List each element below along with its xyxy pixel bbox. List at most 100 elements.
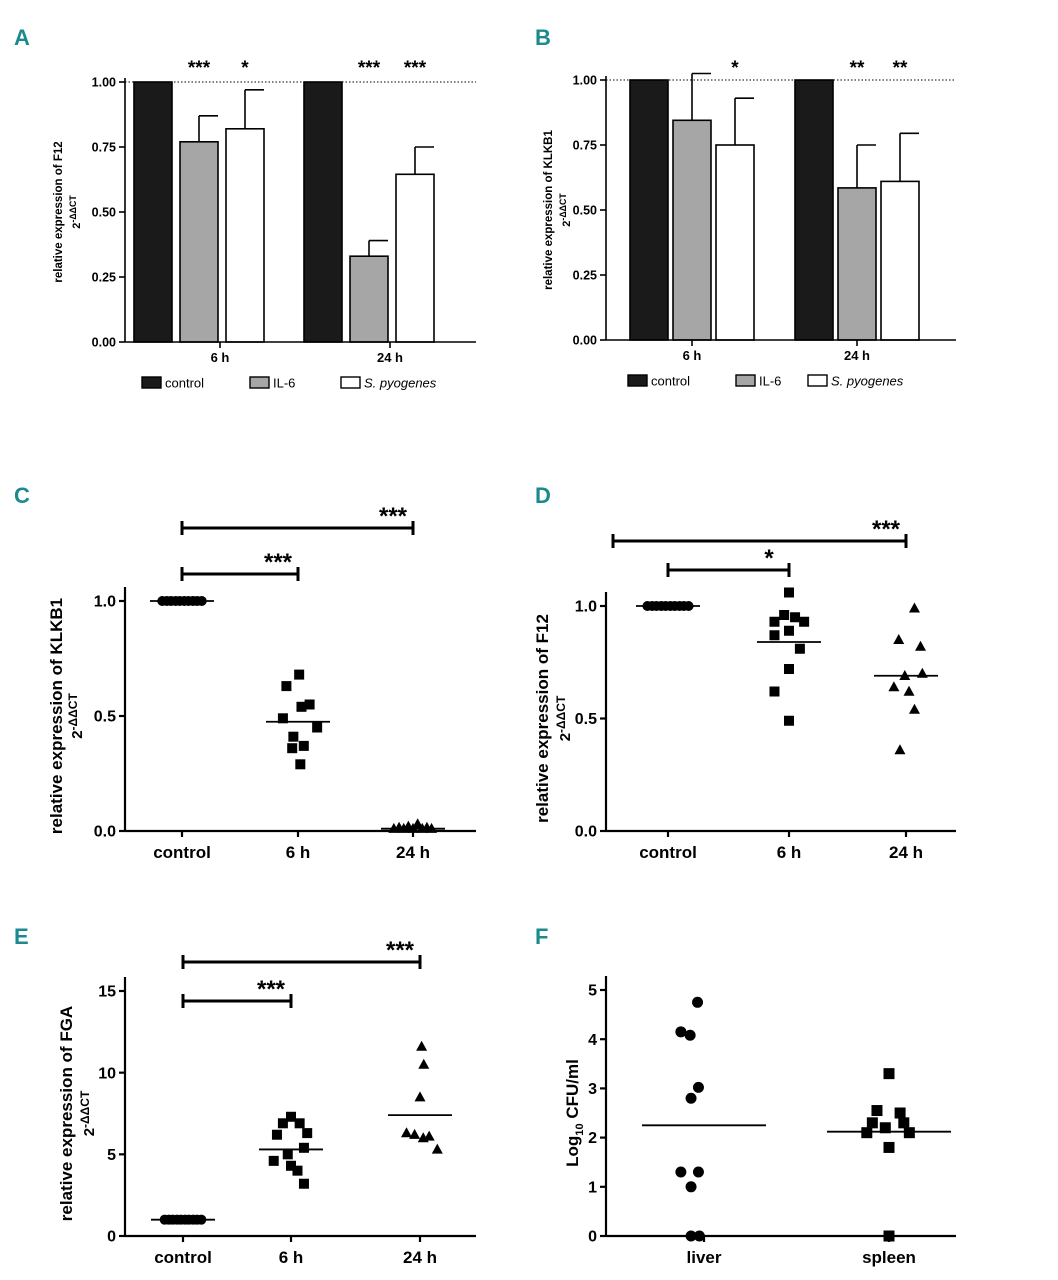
data-point-triangle [908,602,920,613]
y-tick-label: 0 [107,1229,116,1246]
data-point-square [298,740,309,751]
data-point-square [769,686,780,697]
group-liver [642,996,766,1242]
data-point-circle [685,1181,697,1193]
y-axis-label: relative expression of F12 [533,614,552,823]
significance-bracket: * [666,545,791,577]
y-axis-label-text: relative expression of KLKB1 [47,598,66,834]
y-axis-label: relative expression of KLKB1 [543,130,555,290]
legend: control IL-6 S. pyogenes [627,374,904,389]
data-point-square [277,713,288,724]
y-axis-label: relative expression of KLKB1 [47,598,66,834]
data-point-square [294,669,305,680]
bar-il-6-24h [837,187,877,341]
data-point-triangle [908,703,920,714]
y-axis-label-unit: 2-ΔΔCT [554,695,574,741]
legend-label: control [651,374,690,389]
legend-label: IL-6 [759,374,781,389]
data-point-square [784,715,794,726]
data-point-circle [692,1166,704,1178]
group-control [151,1214,215,1225]
data-point-triangle [409,1128,421,1139]
y-axis-unit-base: 2 [71,223,83,229]
panel-letter-D: D [535,483,551,508]
data-point-square [894,1107,906,1119]
y-tick-label: 4 [588,1032,597,1049]
panel-c-scatter-chart: relative expression of KLKB1 2-ΔΔCT 0.0 0.5… [47,503,476,862]
significance-bracket: *** [181,937,422,969]
panel-letter-F: F [535,924,548,949]
y-axis-unit-base: 2 [557,733,574,741]
data-point-circle [675,1166,687,1178]
bar-il-6-6h [672,119,712,341]
y-tick-label: 0.25 [573,268,597,282]
y-tick-label: 0.00 [573,333,597,347]
y-tick-label: 0.25 [92,270,116,284]
legend-swatch-s-pyogenes [807,374,828,387]
x-tick-label: 6 h [211,350,230,365]
data-point-triangle [417,1132,429,1143]
data-point-triangle [915,640,927,651]
data-point-square [784,664,794,674]
bar-s-pyogenes-24h [395,173,435,343]
data-point-square [784,587,794,598]
legend-label: S. pyogenes [831,374,904,389]
x-tick-label: 24 h [396,843,430,862]
panel-letter-A: A [14,25,30,50]
y-axis-label-text: relative expression of F12 [53,141,65,282]
data-point-square [779,610,790,620]
data-point-square [769,616,780,627]
y-axis-label-unit: 2-ΔΔCT [558,193,573,227]
data-point-square [898,1117,910,1129]
y-tick-label: 1 [588,1179,597,1196]
legend-swatch-s-pyogenes [340,376,361,389]
significance-marker: *** [404,58,427,79]
data-point-square [292,1165,303,1176]
y-tick-label: 15 [98,984,116,1001]
y-axis-label-text: relative expression of F12 [533,614,552,823]
x-tick-label: spleen [862,1248,916,1267]
legend-swatch-il-6 [249,376,270,389]
y-tick-label: 0.00 [92,335,116,349]
data-point-triangle [431,1143,443,1154]
x-tick-label: 24 h [889,843,923,862]
data-point-square [879,1122,891,1134]
y-axis-unit-superscript: -ΔΔCT [554,695,568,733]
panel-b-bar-chart: relative expression of KLKB1 2-ΔΔCT*** **0… [543,58,956,389]
y-tick-label: 1.00 [573,73,597,87]
x-tick-label: control [153,843,211,862]
y-tick-label: 0.5 [575,711,597,728]
y-tick-label: 5 [588,983,597,1000]
data-point-square [286,1160,296,1171]
significance-marker: *** [358,58,381,79]
y-axis-label-tail: CFU/ml [563,1059,582,1123]
significance-marker: ** [893,58,908,79]
bar-s-pyogenes-6h [715,144,755,341]
panel-f-scatter-chart: Log10 CFU/ml 0 1 2 3 4 5 liver spleen [563,976,956,1267]
data-point-square [312,722,323,733]
y-axis-label-unit: 2-ΔΔCT [78,1090,98,1136]
significance-marker: ** [850,58,865,79]
data-point-square [295,759,306,770]
y-axis-label-text: Log [563,1136,582,1167]
data-point-circle [692,1081,704,1093]
y-axis-label-text: relative expression of KLKB1 [543,130,555,290]
y-tick-label: 0.50 [92,205,116,219]
bar-il-6-6h [179,141,219,343]
significance-marker: *** [257,976,286,1003]
data-point-square [268,1155,279,1166]
data-point-square [302,1128,313,1139]
data-point-square [282,1149,293,1160]
y-axis-unit-superscript: -ΔΔCT [78,1090,92,1128]
y-axis-unit-base: 2 [561,221,573,227]
y-axis-unit-base: 2 [69,730,86,738]
significance-marker: *** [264,549,293,576]
bar-il-6-24h [349,255,389,343]
data-point-square [784,625,794,636]
x-tick-label: control [154,1248,212,1267]
group-control [636,601,700,611]
x-tick-label: 6 h [777,843,802,862]
data-point-square [304,699,315,710]
data-point-triangle [418,1058,430,1069]
